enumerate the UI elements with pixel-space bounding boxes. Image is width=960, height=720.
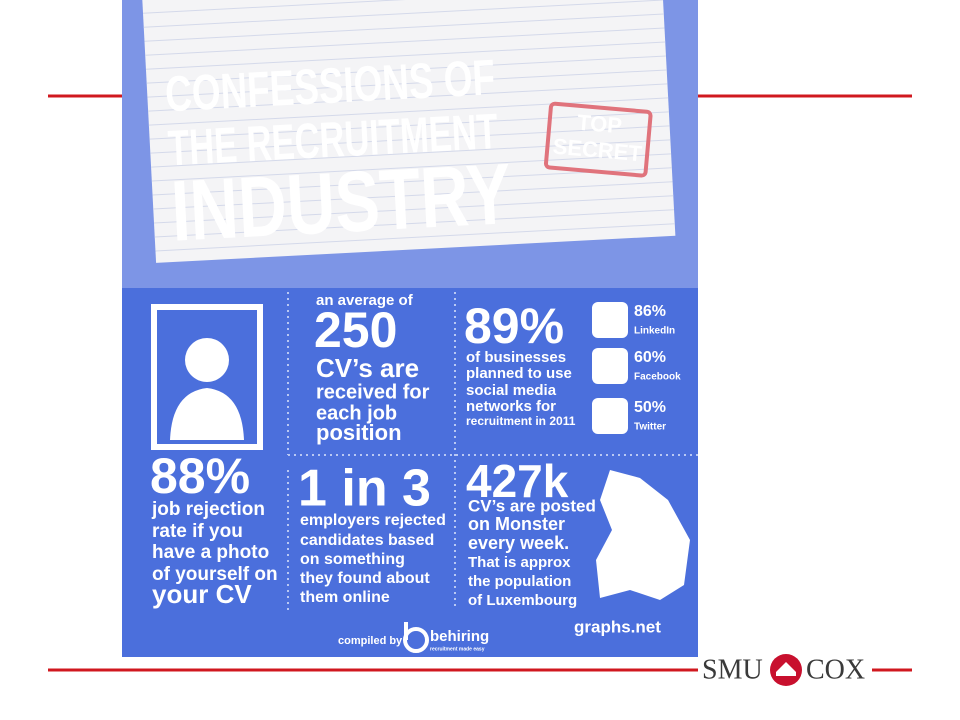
social-icon-text: f (606, 350, 615, 380)
paper-line (151, 139, 671, 168)
social-network: Facebook (634, 372, 681, 383)
stat-text: your CV (152, 579, 252, 609)
paper-line (154, 209, 675, 238)
paper-line (153, 181, 673, 210)
stamp-border (543, 101, 653, 178)
stamp-text: TOP (576, 110, 623, 139)
social-share: 50% (634, 399, 666, 416)
paper-line (148, 97, 669, 126)
stat-text: of Luxembourg (468, 592, 577, 609)
paper-line (149, 111, 669, 140)
paper-line (144, 13, 664, 42)
paper-line (142, 0, 663, 14)
stat-text: have a photo (152, 542, 269, 563)
title-line: INDUSTRY (169, 146, 514, 260)
stat-text: the population (468, 573, 571, 590)
stat: 427k (466, 455, 569, 507)
paper-line (151, 153, 672, 182)
dividers (287, 292, 698, 610)
stat-text: That is approx (468, 554, 571, 571)
stat-text: they found about (300, 570, 430, 587)
luxembourg-map (596, 470, 690, 600)
stat-text: rate if you (152, 521, 243, 542)
social-network: Twitter (634, 422, 666, 433)
compiled-by: compiled by (338, 635, 403, 647)
social-icon-text: in (598, 304, 621, 334)
social-network: LinkedIn (634, 326, 675, 337)
social-icon (592, 302, 628, 338)
stat-text: position (316, 420, 402, 445)
logo-text: COX (806, 654, 865, 685)
stat-text: each job (316, 402, 397, 424)
paper-line (148, 83, 668, 112)
stat-text: social media (466, 382, 557, 399)
social-share: 86% (634, 303, 666, 320)
stat-text: job rejection (151, 499, 265, 520)
stat-text: them online (300, 589, 390, 606)
stat: 1 in 3 (298, 460, 431, 518)
stat-text: recruitment in 2011 (466, 414, 576, 428)
paper-line (155, 223, 675, 252)
paper-line (147, 69, 667, 98)
social-icon-text: t (606, 400, 615, 430)
stat-text: employers rejected (300, 512, 446, 529)
stat-text: candidates based (300, 532, 434, 549)
stat-text: CV’s are (316, 353, 419, 383)
paper-line (145, 41, 666, 70)
stat: 88% (150, 448, 250, 504)
stat-text: on Monster (468, 514, 565, 534)
stat-text: every week. (468, 533, 569, 553)
stat: 250 (314, 302, 397, 358)
stat: 89% (464, 298, 564, 354)
stat-text: of businesses (466, 349, 566, 366)
social-icon (592, 398, 628, 434)
paper-line (146, 55, 666, 84)
stat-text: planned to use (466, 365, 572, 382)
paper-line (150, 125, 670, 154)
photo-icon (151, 304, 263, 450)
intro: an average of (316, 292, 414, 309)
smu-logo-icon (770, 654, 802, 686)
stat-text: networks for (466, 398, 556, 415)
paper-line (143, 0, 664, 28)
brand: behiring (430, 628, 489, 645)
behiring-icon (403, 622, 429, 653)
stat-text: of yourself on (152, 564, 278, 585)
stat-text: CV’s are posted (468, 496, 596, 515)
watermark: graphs.net (574, 617, 661, 636)
tagline: recruitment made easy (430, 646, 485, 652)
logo-text: SMU (702, 654, 763, 685)
paper-line (145, 27, 665, 56)
social-icon (592, 348, 628, 384)
stat-text: received for (316, 381, 430, 403)
stat-text: on something (300, 551, 405, 568)
paper-line (153, 195, 674, 224)
social-share: 60% (634, 349, 666, 366)
